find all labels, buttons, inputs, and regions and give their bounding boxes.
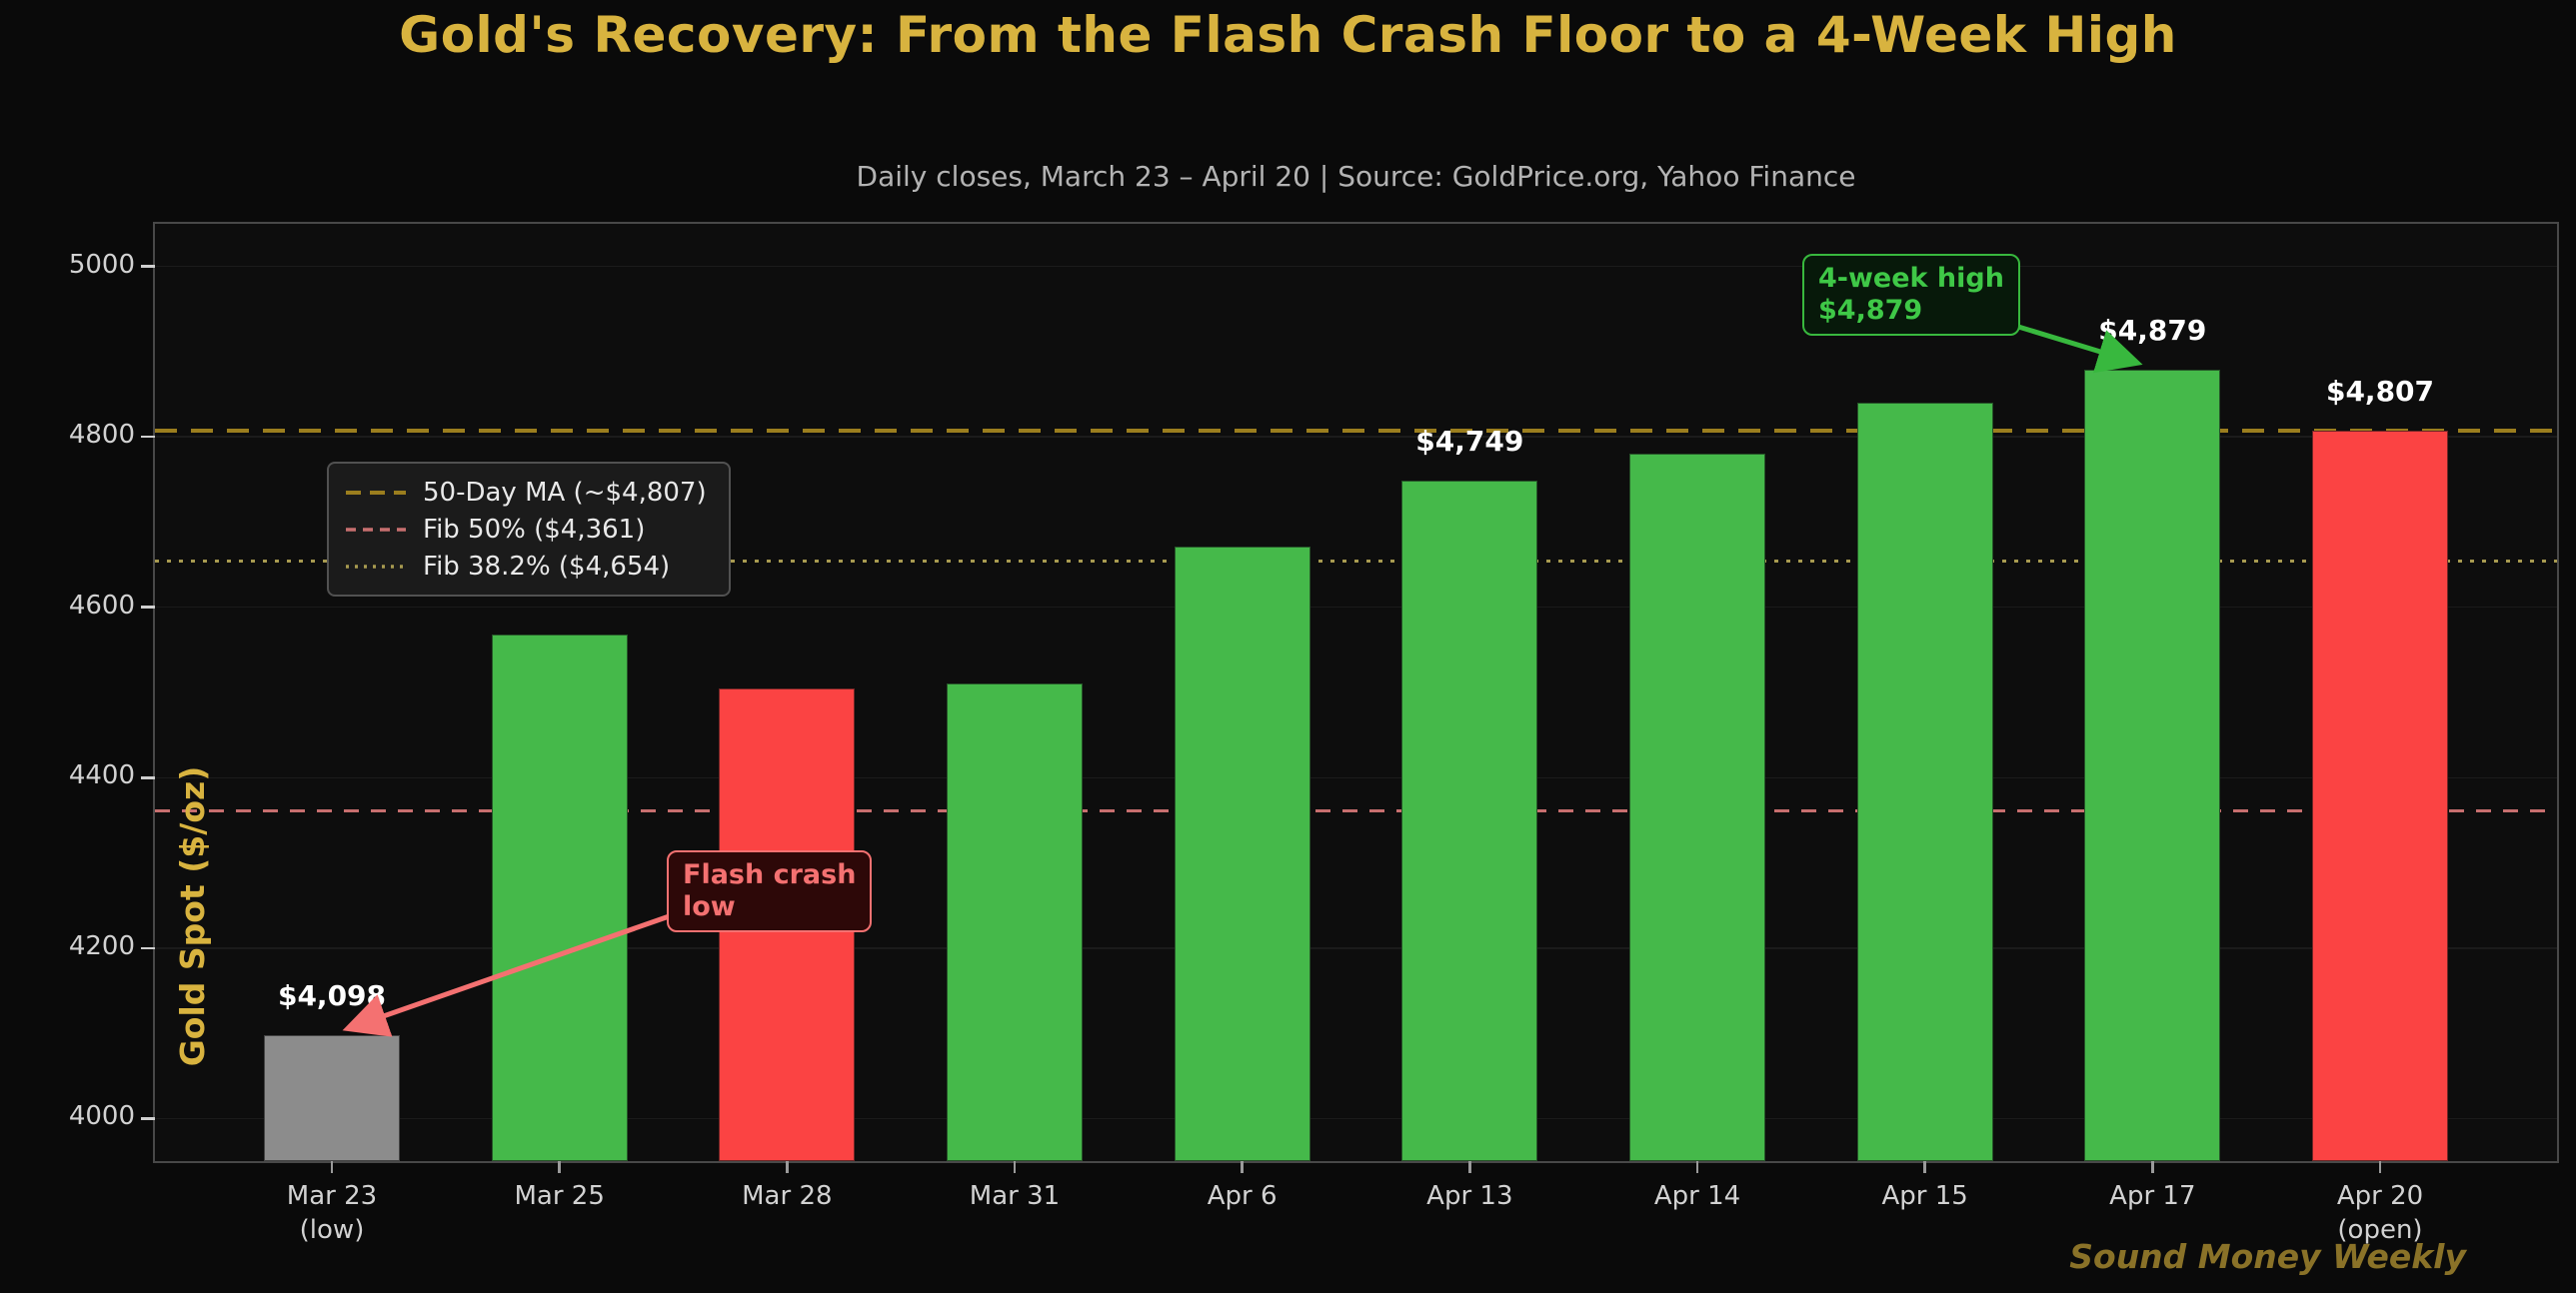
x-tick-label: Apr 13 bbox=[1426, 1181, 1513, 1211]
chart-subtitle: Daily closes, March 23 – April 20 | Sour… bbox=[856, 160, 1856, 193]
bar-mar-23 bbox=[264, 1034, 400, 1161]
legend-row: Fib 38.2% ($4,654) bbox=[345, 548, 707, 585]
bar-value-label: $4,807 bbox=[2325, 375, 2435, 409]
legend-line-swatch bbox=[346, 564, 406, 569]
bar-apr-13 bbox=[1401, 480, 1538, 1161]
bar-apr-6 bbox=[1174, 547, 1310, 1161]
x-tick-label: Apr 6 bbox=[1207, 1181, 1278, 1211]
y-gridline bbox=[155, 776, 2557, 779]
x-tick-mark bbox=[2151, 1161, 2154, 1173]
legend-row: 50-Day MA (~$4,807) bbox=[345, 474, 707, 511]
bar-value-label: $4,879 bbox=[2098, 313, 2207, 347]
legend-label: Fib 50% ($4,361) bbox=[423, 514, 646, 545]
reference-line-fib bbox=[155, 559, 2557, 564]
bar-apr-15 bbox=[1856, 403, 1993, 1161]
legend: 50-Day MA (~$4,807) Fib 50% ($4,361) Fib 3… bbox=[327, 462, 731, 597]
bar-mar-25 bbox=[491, 635, 628, 1161]
bar-value-label: $4,098 bbox=[277, 978, 387, 1012]
legend-label: 50-Day MA (~$4,807) bbox=[423, 477, 707, 508]
y-gridline bbox=[155, 947, 2557, 949]
y-gridline bbox=[155, 606, 2557, 609]
y-tick-mark bbox=[141, 946, 155, 950]
x-tick-mark bbox=[2378, 1161, 2382, 1173]
legend-row: Fib 50% ($4,361) bbox=[345, 511, 707, 548]
bar-apr-20 bbox=[2312, 431, 2448, 1161]
chart-title: Gold's Recovery: From the Flash Crash Fl… bbox=[399, 6, 2177, 64]
x-tick-mark bbox=[1013, 1161, 1017, 1173]
y-tick-mark bbox=[141, 776, 155, 779]
legend-line-swatch bbox=[346, 527, 406, 532]
x-tick-label: Apr 14 bbox=[1653, 1181, 1741, 1211]
y-axis-title: Gold Spot ($/oz) bbox=[173, 765, 212, 1067]
y-tick-mark bbox=[141, 435, 155, 439]
y-gridline bbox=[155, 265, 2557, 268]
legend-label: Fib 38.2% ($4,654) bbox=[423, 551, 671, 582]
x-tick-label: Mar 31 bbox=[969, 1181, 1061, 1211]
x-tick-label: Apr 20 (open) bbox=[2336, 1181, 2424, 1245]
y-tick-label: 5000 bbox=[68, 249, 135, 280]
x-tick-mark bbox=[786, 1161, 789, 1173]
reference-line-fib bbox=[155, 809, 2557, 813]
y-tick-label: 4600 bbox=[68, 590, 135, 621]
x-tick-mark bbox=[330, 1161, 334, 1173]
bar-mar-31 bbox=[947, 683, 1083, 1161]
bar-apr-14 bbox=[1629, 454, 1765, 1161]
y-tick-mark bbox=[141, 1117, 155, 1120]
y-tick-label: 4000 bbox=[68, 1101, 135, 1132]
legend-line-swatch bbox=[346, 490, 406, 495]
y-gridline bbox=[155, 436, 2557, 438]
annotation-flash-crash: Flash crash low bbox=[667, 850, 873, 932]
y-tick-mark bbox=[141, 606, 155, 609]
y-tick-label: 4800 bbox=[68, 420, 135, 451]
x-tick-mark bbox=[1923, 1161, 1926, 1173]
x-tick-mark bbox=[1241, 1161, 1244, 1173]
x-tick-label: Mar 28 bbox=[742, 1181, 833, 1211]
x-tick-label: Apr 15 bbox=[1881, 1181, 1968, 1211]
x-tick-label: Mar 25 bbox=[514, 1181, 605, 1211]
watermark: Sound Money Weekly bbox=[2069, 1237, 2466, 1276]
x-tick-label: Mar 23 (low) bbox=[286, 1181, 378, 1245]
y-tick-mark bbox=[141, 265, 155, 268]
y-tick-label: 4200 bbox=[68, 930, 135, 961]
plot-area: Gold Spot ($/oz) 50-Day MA (~$4,807) Fib … bbox=[69, 222, 2559, 1245]
x-tick-label: Apr 17 bbox=[2109, 1181, 2196, 1211]
annotation-four-week-high: 4-week high $4,879 bbox=[1802, 254, 2020, 336]
y-tick-label: 4400 bbox=[68, 760, 135, 791]
bar-apr-17 bbox=[2084, 369, 2221, 1161]
reference-line-ma bbox=[155, 429, 2557, 434]
x-tick-mark bbox=[1695, 1161, 1699, 1173]
x-tick-mark bbox=[558, 1161, 561, 1173]
x-tick-mark bbox=[1468, 1161, 1471, 1173]
y-gridline bbox=[155, 1117, 2557, 1120]
bar-value-label: $4,749 bbox=[1415, 424, 1524, 458]
